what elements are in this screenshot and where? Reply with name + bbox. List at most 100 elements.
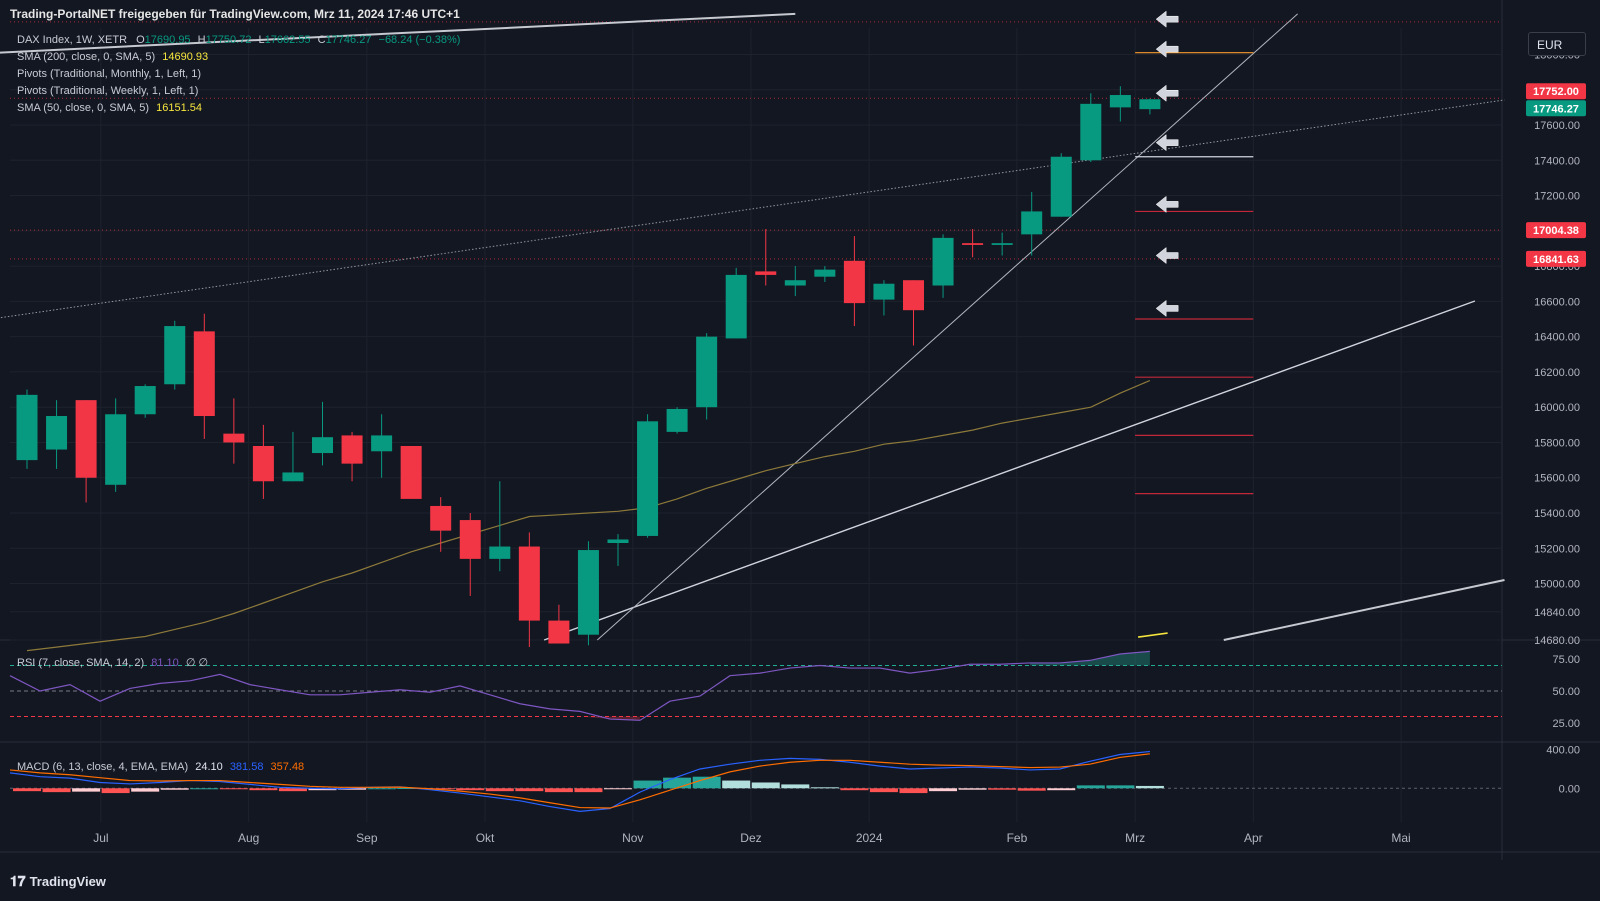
candle xyxy=(607,534,629,566)
candle xyxy=(105,398,127,492)
macd-signal-value: 357.48 xyxy=(270,761,305,773)
macd-histogram-bar xyxy=(1017,788,1046,791)
sma50-legend[interactable]: SMA (50, close, 0, SMA, 5) 16151.54 xyxy=(17,102,202,114)
time-tick-label: Mai xyxy=(1391,831,1410,845)
rsi-oversold-fill xyxy=(519,716,640,721)
candle xyxy=(1139,98,1161,115)
macd-histogram-bar xyxy=(101,788,130,794)
rsi-legend[interactable]: RSI (7, close, SMA, 14, 2) 81.10 ∅ ∅ xyxy=(17,656,208,669)
price-axis-label-box xyxy=(1526,83,1586,100)
candle xyxy=(666,407,688,434)
candle-body xyxy=(1080,103,1102,161)
macd-histogram-bar xyxy=(574,788,603,793)
candle xyxy=(991,232,1013,256)
candle-body xyxy=(577,550,599,635)
candle xyxy=(696,333,718,420)
candle xyxy=(1050,153,1072,217)
price-tick-label: 14680.00 xyxy=(1534,635,1580,647)
macd-panel xyxy=(9,750,1502,813)
rsi-tick-label: 50.00 xyxy=(1552,686,1580,698)
candle xyxy=(16,389,38,469)
candle-body xyxy=(637,421,659,536)
price-tick-label: 17400.00 xyxy=(1534,155,1580,167)
candle-body xyxy=(252,445,274,482)
candle-body xyxy=(1050,156,1072,217)
symbol-legend[interactable]: DAX Index, 1W, XETR O17690.95 H17750.72 … xyxy=(17,34,460,46)
candle xyxy=(932,234,954,298)
candle xyxy=(1021,192,1043,256)
time-tick-label: Jul xyxy=(93,831,108,845)
candle xyxy=(134,384,156,418)
candle xyxy=(400,445,422,499)
time-tick-label: Sep xyxy=(356,831,378,845)
time-tick-label: Aug xyxy=(238,831,259,845)
candle xyxy=(459,513,481,596)
price-tick-label: 15000.00 xyxy=(1534,579,1580,591)
time-tick-label: Okt xyxy=(476,831,495,845)
macd-histogram-bar xyxy=(13,788,41,792)
candle-body xyxy=(962,243,984,245)
price-tick-label: 17200.00 xyxy=(1534,191,1580,203)
time-tick-label: 2024 xyxy=(856,831,883,845)
price-tick-label: 14840.00 xyxy=(1534,607,1580,619)
macd-histogram-bar xyxy=(160,788,189,790)
macd-histogram-bar xyxy=(544,788,573,793)
rsi-label: RSI (7, close, SMA, 14, 2) xyxy=(17,657,145,669)
candle-body xyxy=(341,435,363,464)
price-axis-label: 17752.00 xyxy=(1533,86,1579,98)
macd-histogram-bar xyxy=(190,788,219,790)
candle xyxy=(548,604,570,644)
candle xyxy=(46,400,68,469)
left-arrow-icon xyxy=(1155,246,1179,265)
candle-body xyxy=(518,546,540,621)
tradingview-logo[interactable]: 𝟏𝟕 TradingView xyxy=(10,874,106,890)
pivots-weekly-legend[interactable]: Pivots (Traditional, Weekly, 1, Left, 1) xyxy=(17,85,198,97)
candle xyxy=(489,481,511,572)
candle xyxy=(518,532,540,648)
currency-button[interactable]: EUR xyxy=(1528,32,1586,56)
macd-histogram-bar xyxy=(485,788,514,792)
sma200-legend[interactable]: SMA (200, close, 0, SMA, 5) 14690.93 xyxy=(17,51,208,63)
tradingview-logo-icon: 𝟏𝟕 xyxy=(10,874,26,890)
candle-body xyxy=(1021,211,1043,235)
candle xyxy=(75,400,97,503)
candle xyxy=(1080,93,1102,163)
macd-signal-line xyxy=(9,753,1150,809)
macd-histogram-bar xyxy=(308,788,337,791)
macd-histogram-bar xyxy=(692,776,721,789)
price-tick-label: 15200.00 xyxy=(1534,543,1580,555)
trendline-steep xyxy=(596,13,1298,641)
macd-tick-label: 0.00 xyxy=(1559,783,1580,795)
price-axis-label-box xyxy=(1526,250,1586,267)
ohlc-open-label: O xyxy=(136,34,145,46)
candle xyxy=(637,414,659,538)
pivots-weekly-label: Pivots (Traditional, Weekly, 1, Left, 1) xyxy=(17,85,199,97)
candle xyxy=(164,320,186,390)
left-arrow-icon xyxy=(1155,134,1179,152)
candle-body xyxy=(932,237,954,286)
macd-histogram-bar xyxy=(929,788,958,792)
time-tick-label: Apr xyxy=(1244,831,1263,845)
left-arrow-icon xyxy=(1155,84,1179,102)
ohlc-open: 17690.95 xyxy=(144,34,191,46)
sma50-label: SMA (50, close, 0, SMA, 5) xyxy=(17,102,150,114)
candle xyxy=(1109,86,1131,122)
macd-line-value: 381.58 xyxy=(229,761,264,773)
tradingview-brand: TradingView xyxy=(29,874,106,889)
price-axis-label: 16841.63 xyxy=(1533,254,1579,266)
sma50-line xyxy=(26,379,1151,652)
candle xyxy=(252,424,274,499)
candle xyxy=(223,398,245,464)
grid-layer xyxy=(0,0,1600,860)
trendline-bottom-right xyxy=(1223,579,1505,641)
macd-legend[interactable]: MACD (6, 13, close, 4, EMA, EMA) 24.10 3… xyxy=(17,761,304,773)
candle xyxy=(577,541,599,646)
candle xyxy=(873,280,895,316)
rsi-overbought-fill xyxy=(1029,651,1150,666)
pivots-monthly-legend[interactable]: Pivots (Traditional, Monthly, 1, Left, 1… xyxy=(17,68,201,80)
ohlc-low-label: L xyxy=(258,34,265,46)
macd-histogram-bar xyxy=(1135,785,1164,789)
candle-body xyxy=(371,435,393,452)
price-axis-label: 17004.38 xyxy=(1533,225,1579,237)
